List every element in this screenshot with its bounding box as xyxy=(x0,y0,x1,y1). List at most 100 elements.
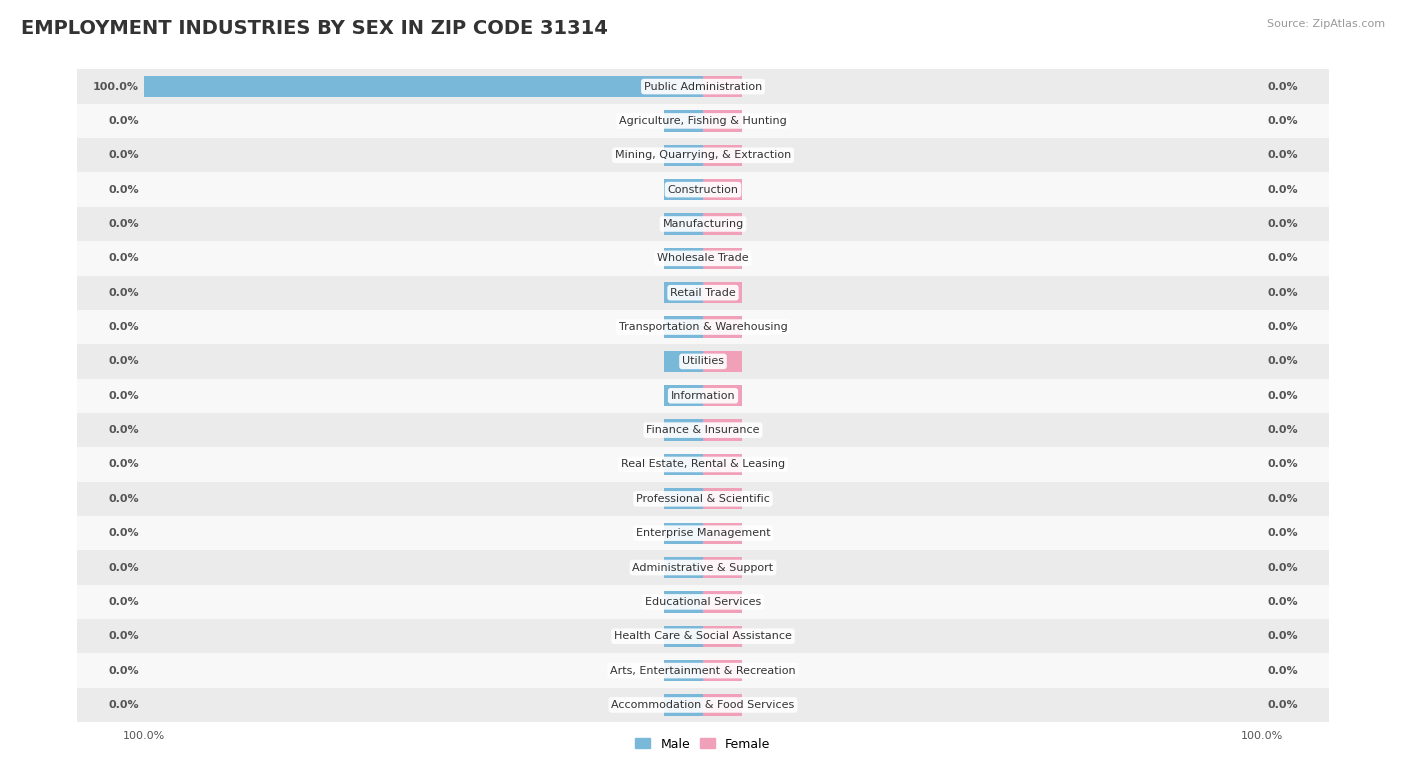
Text: 0.0%: 0.0% xyxy=(108,116,139,126)
Bar xyxy=(77,619,1329,653)
Bar xyxy=(664,454,703,475)
Bar xyxy=(77,550,1329,584)
Bar xyxy=(77,413,1329,447)
Text: Mining, Quarrying, & Extraction: Mining, Quarrying, & Extraction xyxy=(614,151,792,161)
Bar xyxy=(703,454,742,475)
Text: Professional & Scientific: Professional & Scientific xyxy=(636,494,770,504)
Text: 0.0%: 0.0% xyxy=(108,425,139,435)
Text: Construction: Construction xyxy=(668,185,738,195)
Bar xyxy=(77,584,1329,619)
Text: Real Estate, Rental & Leasing: Real Estate, Rental & Leasing xyxy=(621,459,785,469)
Bar xyxy=(77,482,1329,516)
Text: Transportation & Warehousing: Transportation & Warehousing xyxy=(619,322,787,332)
Text: 0.0%: 0.0% xyxy=(1267,151,1298,161)
Bar xyxy=(703,317,742,338)
Text: 0.0%: 0.0% xyxy=(108,666,139,676)
Text: Manufacturing: Manufacturing xyxy=(662,219,744,229)
Text: 0.0%: 0.0% xyxy=(108,356,139,366)
Text: 0.0%: 0.0% xyxy=(108,253,139,263)
Text: Health Care & Social Assistance: Health Care & Social Assistance xyxy=(614,631,792,641)
Text: Utilities: Utilities xyxy=(682,356,724,366)
Bar xyxy=(664,557,703,578)
Text: 0.0%: 0.0% xyxy=(1267,563,1298,573)
Text: 0.0%: 0.0% xyxy=(1267,288,1298,298)
Text: Retail Trade: Retail Trade xyxy=(671,288,735,298)
Text: 0.0%: 0.0% xyxy=(108,700,139,710)
Bar xyxy=(77,653,1329,688)
Text: Wholesale Trade: Wholesale Trade xyxy=(657,253,749,263)
Text: 0.0%: 0.0% xyxy=(1267,425,1298,435)
Text: 0.0%: 0.0% xyxy=(1267,459,1298,469)
Text: EMPLOYMENT INDUSTRIES BY SEX IN ZIP CODE 31314: EMPLOYMENT INDUSTRIES BY SEX IN ZIP CODE… xyxy=(21,19,607,38)
Bar xyxy=(664,144,703,166)
Text: 0.0%: 0.0% xyxy=(1267,219,1298,229)
Text: 0.0%: 0.0% xyxy=(108,322,139,332)
Bar xyxy=(77,447,1329,482)
Text: 0.0%: 0.0% xyxy=(1267,322,1298,332)
Bar xyxy=(703,351,742,372)
Bar xyxy=(664,695,703,715)
Bar xyxy=(664,282,703,303)
Text: 0.0%: 0.0% xyxy=(1267,391,1298,400)
Bar xyxy=(703,282,742,303)
Bar xyxy=(664,248,703,269)
Bar xyxy=(77,345,1329,379)
Text: Educational Services: Educational Services xyxy=(645,597,761,607)
Text: Enterprise Management: Enterprise Management xyxy=(636,528,770,539)
Text: 0.0%: 0.0% xyxy=(1267,528,1298,539)
Text: Accommodation & Food Services: Accommodation & Food Services xyxy=(612,700,794,710)
Text: 0.0%: 0.0% xyxy=(108,219,139,229)
Text: Public Administration: Public Administration xyxy=(644,81,762,92)
Bar xyxy=(77,207,1329,241)
Bar xyxy=(77,241,1329,275)
Bar xyxy=(703,248,742,269)
Bar xyxy=(664,420,703,441)
Bar xyxy=(703,488,742,510)
Text: 0.0%: 0.0% xyxy=(1267,666,1298,676)
Text: 0.0%: 0.0% xyxy=(108,391,139,400)
Bar xyxy=(77,688,1329,722)
Bar xyxy=(703,557,742,578)
Text: 0.0%: 0.0% xyxy=(108,288,139,298)
Bar xyxy=(664,385,703,407)
Text: 0.0%: 0.0% xyxy=(1267,597,1298,607)
Text: 0.0%: 0.0% xyxy=(108,185,139,195)
Text: 0.0%: 0.0% xyxy=(1267,253,1298,263)
Text: Finance & Insurance: Finance & Insurance xyxy=(647,425,759,435)
Text: 0.0%: 0.0% xyxy=(108,528,139,539)
Bar xyxy=(77,69,1329,104)
Text: 0.0%: 0.0% xyxy=(1267,356,1298,366)
Text: Administrative & Support: Administrative & Support xyxy=(633,563,773,573)
Text: 100.0%: 100.0% xyxy=(93,81,139,92)
Bar xyxy=(703,110,742,132)
Bar xyxy=(77,379,1329,413)
Text: 0.0%: 0.0% xyxy=(1267,116,1298,126)
Text: 0.0%: 0.0% xyxy=(108,597,139,607)
Text: 0.0%: 0.0% xyxy=(108,494,139,504)
Bar xyxy=(703,179,742,200)
Bar xyxy=(664,660,703,681)
Bar xyxy=(664,351,703,372)
Text: 0.0%: 0.0% xyxy=(108,631,139,641)
Bar xyxy=(77,138,1329,172)
Bar xyxy=(77,310,1329,345)
Text: 0.0%: 0.0% xyxy=(1267,185,1298,195)
Bar xyxy=(664,317,703,338)
Text: Agriculture, Fishing & Hunting: Agriculture, Fishing & Hunting xyxy=(619,116,787,126)
Bar xyxy=(77,516,1329,550)
Bar xyxy=(703,625,742,647)
Bar xyxy=(77,172,1329,207)
Legend: Male, Female: Male, Female xyxy=(630,733,776,756)
Bar xyxy=(703,144,742,166)
Bar xyxy=(77,275,1329,310)
Text: 0.0%: 0.0% xyxy=(108,563,139,573)
Bar xyxy=(664,591,703,612)
Bar xyxy=(77,104,1329,138)
Bar xyxy=(664,488,703,510)
Bar xyxy=(703,76,742,97)
Text: Information: Information xyxy=(671,391,735,400)
Bar xyxy=(145,76,703,97)
Bar xyxy=(703,695,742,715)
Text: 0.0%: 0.0% xyxy=(1267,81,1298,92)
Text: 0.0%: 0.0% xyxy=(1267,631,1298,641)
